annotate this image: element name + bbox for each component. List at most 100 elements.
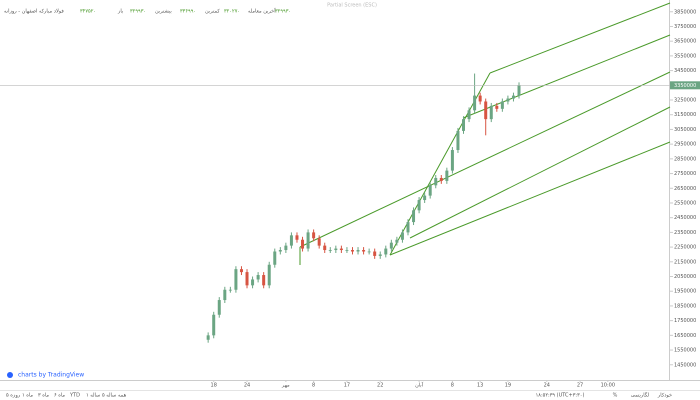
screen-hint: Partial Screen (ESC) (327, 3, 377, 9)
candle-body (339, 248, 343, 251)
y-tick-label: 2650000 (674, 186, 696, 192)
pitchfork-line (389, 141, 671, 256)
candle-body (389, 242, 393, 249)
y-tick-label: 1850000 (674, 303, 696, 309)
candle-body (500, 101, 504, 109)
candle-body (267, 264, 271, 286)
x-tick-label: 10:00 (601, 383, 615, 389)
candle-body (517, 85, 521, 96)
y-tick-label: 3450000 (674, 68, 696, 74)
range-button[interactable]: ۵ ساله (102, 393, 116, 399)
y-tick-label: 1750000 (674, 318, 696, 324)
pitchfork-line (409, 106, 671, 239)
y-tick-label: 2250000 (674, 245, 696, 251)
candle-body (395, 239, 399, 243)
candle-body (406, 222, 410, 233)
x-tick-label: 22 (377, 383, 383, 389)
watermark[interactable]: charts by TradingView (18, 372, 84, 379)
candle-body (400, 232, 404, 240)
x-tick-label: مهر (281, 383, 290, 389)
range-button[interactable]: ۱ ماه (22, 393, 33, 399)
y-tick-label: 2750000 (674, 171, 696, 177)
y-tick-label: 3150000 (674, 112, 696, 118)
toolbar-button: خودکار (657, 393, 672, 399)
candle-body (317, 238, 321, 246)
candle-body (350, 250, 354, 252)
candle-body (262, 275, 266, 286)
header-label: کمترین (205, 9, 220, 15)
range-button[interactable]: ۵ روزه (6, 393, 21, 399)
candle-body (312, 232, 316, 239)
candle-body (323, 245, 327, 251)
candle-body (456, 130, 460, 151)
x-tick-label: 18 (211, 383, 217, 389)
y-tick-label: 2850000 (674, 156, 696, 162)
y-tick-label: 2550000 (674, 200, 696, 206)
candle-body (239, 269, 243, 273)
candle-body (251, 279, 255, 286)
candle-body (467, 110, 471, 120)
toolbar-button: % (613, 393, 618, 399)
range-button[interactable]: YTD (69, 393, 80, 399)
header-label: آخرین معامله (248, 8, 276, 15)
symbol: فولاد مبارکه اصفهان - روزانه (4, 9, 64, 15)
candle-body (373, 251, 377, 256)
x-tick-label: 24 (544, 383, 550, 389)
last-price-box (670, 81, 700, 90)
x-tick-label: 13 (477, 383, 483, 389)
candle-body (328, 250, 332, 251)
y-tick-label: 3050000 (674, 127, 696, 133)
candle-body (206, 335, 210, 340)
x-tick-label: آبان (415, 382, 424, 389)
candle-body (284, 245, 288, 251)
header-value: ۳۲۹۹۳۰ (275, 9, 291, 15)
candle-body (217, 300, 221, 315)
header-label: باز (117, 9, 123, 15)
candle-body (334, 248, 338, 251)
x-tick-label: 19 (505, 383, 511, 389)
y-tick-label: 1650000 (674, 333, 696, 339)
candle-body (273, 251, 277, 265)
y-tick-label: 3750000 (674, 24, 696, 30)
header-label: بیشترین (155, 9, 172, 15)
y-tick-label: 3550000 (674, 53, 696, 59)
candle-body (462, 119, 466, 131)
candle-body (511, 95, 515, 99)
candle-body (506, 98, 510, 102)
candle-body (278, 250, 282, 252)
y-tick-label: 2450000 (674, 215, 696, 221)
header-value: ۳۳۶۹۹۰ (180, 9, 196, 15)
candle-body (306, 232, 310, 249)
x-tick-label: 24 (244, 383, 250, 389)
y-tick-label: 1550000 (674, 348, 696, 354)
candle-body (345, 250, 349, 251)
watermark-logo (7, 372, 13, 378)
candle-body (417, 200, 421, 211)
candle-body (356, 250, 360, 252)
header-value: ۳۲۰۲۷۰ (224, 9, 240, 15)
candle-body (256, 275, 260, 280)
range-button[interactable]: ۶ ماه (54, 393, 65, 399)
candle-body (223, 289, 227, 301)
x-tick-label: 8 (451, 383, 454, 389)
y-tick-label: 3850000 (674, 9, 696, 15)
y-tick-label: 3650000 (674, 39, 696, 45)
y-tick-label: 2050000 (674, 274, 696, 280)
candle-body (412, 210, 416, 223)
candle-body (367, 251, 371, 253)
candle-body (423, 195, 427, 201)
y-tick-label: 1450000 (674, 362, 696, 368)
candle-body (445, 170, 449, 181)
range-button[interactable]: همه (118, 393, 127, 399)
toolbar-button: لگاریتمی (631, 392, 650, 399)
candle-body (212, 314, 216, 336)
candle-body (434, 177, 438, 186)
x-tick-label: 27 (577, 383, 583, 389)
range-button[interactable]: ۳ ماه (38, 393, 49, 399)
last-price-label: 3350000 (674, 83, 696, 89)
range-button[interactable]: ۱ ساله (86, 393, 100, 399)
pitchfork-line (299, 71, 671, 248)
header-value: ۳۲۹۹۳۰ (130, 9, 146, 15)
